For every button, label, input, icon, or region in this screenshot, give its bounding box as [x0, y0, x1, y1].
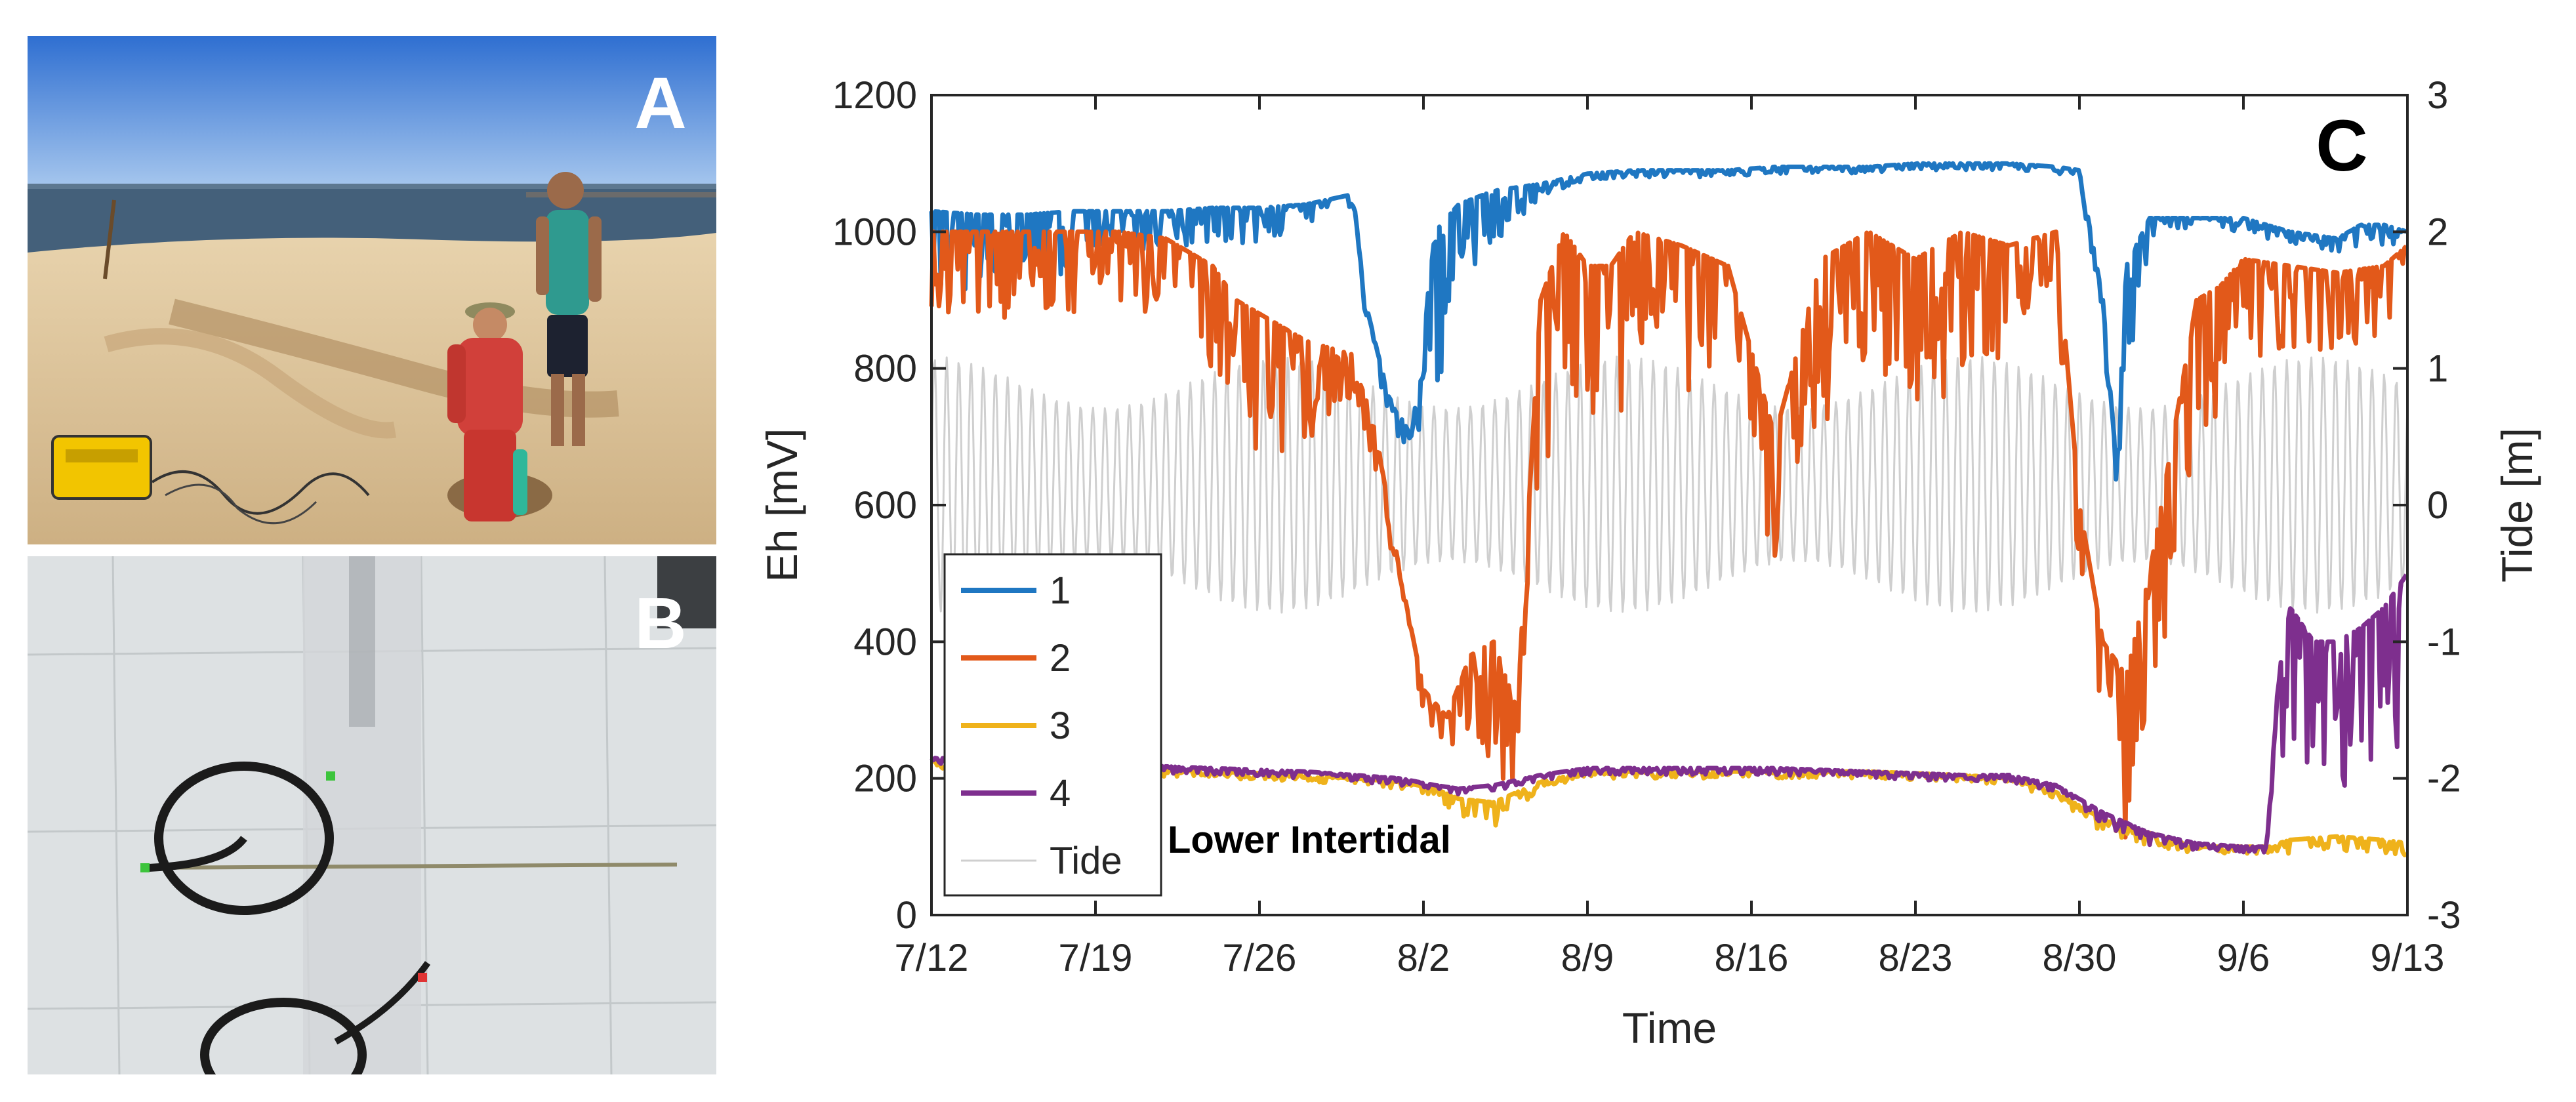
y2-tick-label: 0 — [2427, 484, 2448, 527]
eh-tide-chart: 7/12 7/19 7/26 8/2 8/9 8/16 8/23 8/30 9/6 9/13020… — [758, 74, 2541, 1052]
series-line-2 — [929, 229, 2408, 840]
photo-a-beach-fieldwork: A — [28, 36, 716, 544]
y2-tick-label: -1 — [2427, 621, 2461, 663]
panel-label-a: A — [634, 63, 686, 144]
y2-tick-label: 3 — [2427, 74, 2448, 117]
coiled-cable — [154, 762, 334, 915]
person-kneeling — [447, 302, 527, 521]
x-tick-label: 8/16 — [1715, 937, 1789, 979]
y2-tick-label: 1 — [2427, 348, 2448, 390]
photo-a-illustration: A — [28, 36, 716, 544]
legend-label-1: 1 — [1050, 569, 1071, 612]
y2-tick-label: 2 — [2427, 211, 2448, 253]
panel-label-c: C — [2316, 106, 2367, 186]
probe-rod — [145, 863, 678, 870]
axis-tick-labels: 7/12 7/19 7/26 8/2 8/9 8/16 8/23 8/30 9/6 9/13020… — [832, 74, 2461, 979]
y2-tick-label: -3 — [2427, 894, 2461, 937]
yellow-case — [51, 435, 152, 500]
legend-label-tide: Tide — [1050, 840, 1122, 882]
pier — [526, 192, 716, 197]
y-tick-label: 600 — [853, 484, 917, 527]
stake — [103, 199, 116, 279]
x-tick-label: 8/2 — [1397, 937, 1450, 979]
x-tick-label: 7/12 — [895, 937, 969, 979]
panel-label-b: B — [634, 583, 686, 664]
tide-series-layer — [930, 356, 2409, 614]
series-line-tide — [930, 356, 2409, 614]
axis-ticks — [930, 94, 2409, 916]
legend: 1 2 3 4 Tide — [943, 553, 1162, 897]
cables — [151, 470, 370, 515]
legend-label-2: 2 — [1050, 637, 1071, 680]
x-tick-label: 8/30 — [2043, 937, 2117, 979]
floor-object — [657, 556, 716, 628]
y-tick-label: 400 — [853, 621, 917, 663]
y-tick-label: 0 — [896, 894, 917, 937]
eh-series-layer — [929, 161, 2409, 857]
coiled-cable-2 — [200, 998, 367, 1074]
photo-b-illustration: B — [28, 556, 716, 1074]
y-tick-label: 200 — [853, 758, 917, 800]
y2-tick-label: -2 — [2427, 758, 2461, 800]
x-tick-label: 9/13 — [2371, 937, 2445, 979]
x-tick-label: 8/23 — [1879, 937, 1953, 979]
legend-label-3: 3 — [1050, 704, 1071, 747]
x-tick-label: 9/6 — [2217, 937, 2270, 979]
series-line-4 — [930, 573, 2409, 855]
y2-axis-label: Tide [m] — [2493, 428, 2541, 582]
series-line-1 — [929, 161, 2407, 482]
sky — [28, 36, 716, 190]
legend-label-4: 4 — [1050, 772, 1071, 815]
x-axis-label: Time — [1622, 1004, 1717, 1052]
y-tick-label: 1200 — [832, 74, 917, 117]
x-tick-label: 8/9 — [1561, 937, 1614, 979]
annotation-lower-intertidal: Lower Intertidal — [1168, 819, 1451, 861]
y-tick-label: 800 — [853, 348, 917, 390]
person-standing — [536, 172, 602, 446]
x-tick-label: 7/19 — [1059, 937, 1133, 979]
photo-b-probe-on-floor: B — [28, 556, 716, 1074]
y-tick-label: 1000 — [832, 211, 917, 253]
x-tick-label: 7/26 — [1223, 937, 1297, 979]
y-axis-label: Eh [mV] — [758, 428, 806, 582]
